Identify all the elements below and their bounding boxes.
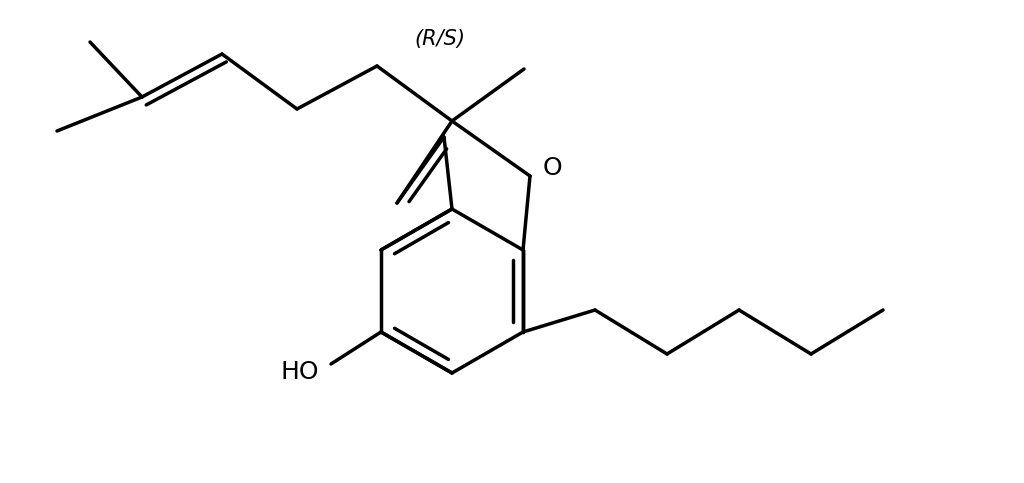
Text: (R/S): (R/S) [415, 29, 466, 49]
Text: HO: HO [281, 360, 319, 384]
Text: O: O [542, 156, 562, 180]
